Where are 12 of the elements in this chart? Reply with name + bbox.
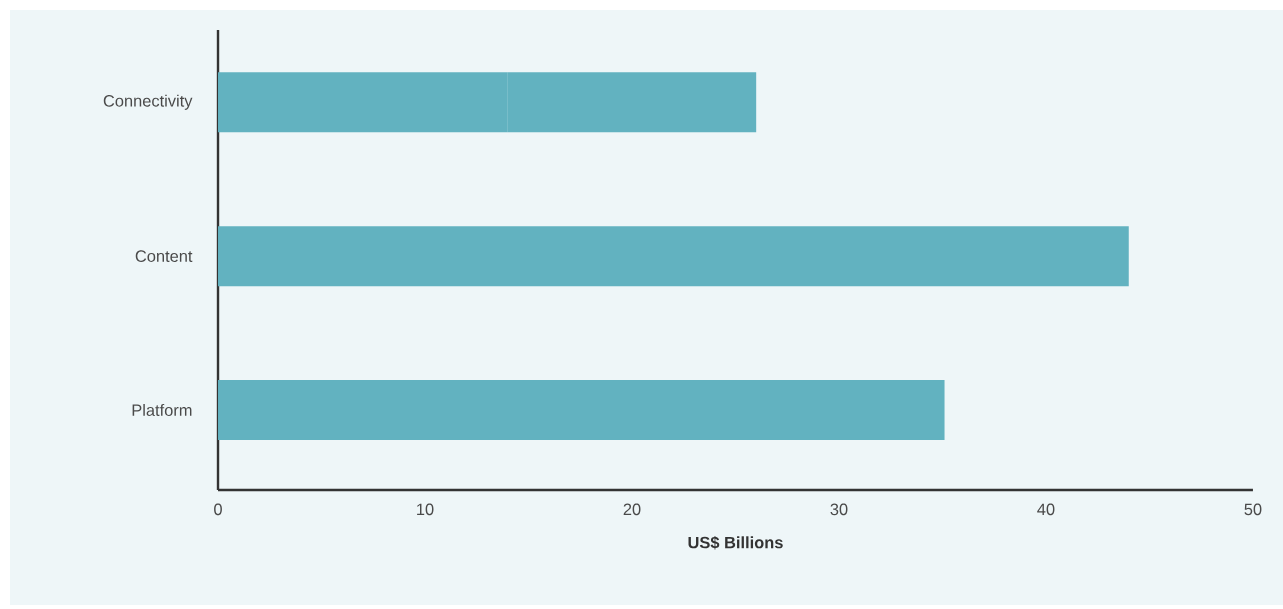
x-tick-label: 40 xyxy=(1037,503,1055,516)
x-tick-label: 20 xyxy=(623,503,641,516)
y-tick-label: Connectivity xyxy=(103,94,193,110)
x-axis-title: US$ Billions xyxy=(688,535,783,550)
bar xyxy=(218,226,1129,287)
x-tick-label: 50 xyxy=(1244,503,1262,516)
x-tick-label: 0 xyxy=(214,503,222,516)
x-tick-label: 10 xyxy=(417,503,434,516)
bar xyxy=(218,379,945,440)
x-tick-label: 30 xyxy=(830,503,848,516)
y-tick-label: Content xyxy=(135,250,193,262)
y-tick-label: Platform xyxy=(132,403,192,417)
